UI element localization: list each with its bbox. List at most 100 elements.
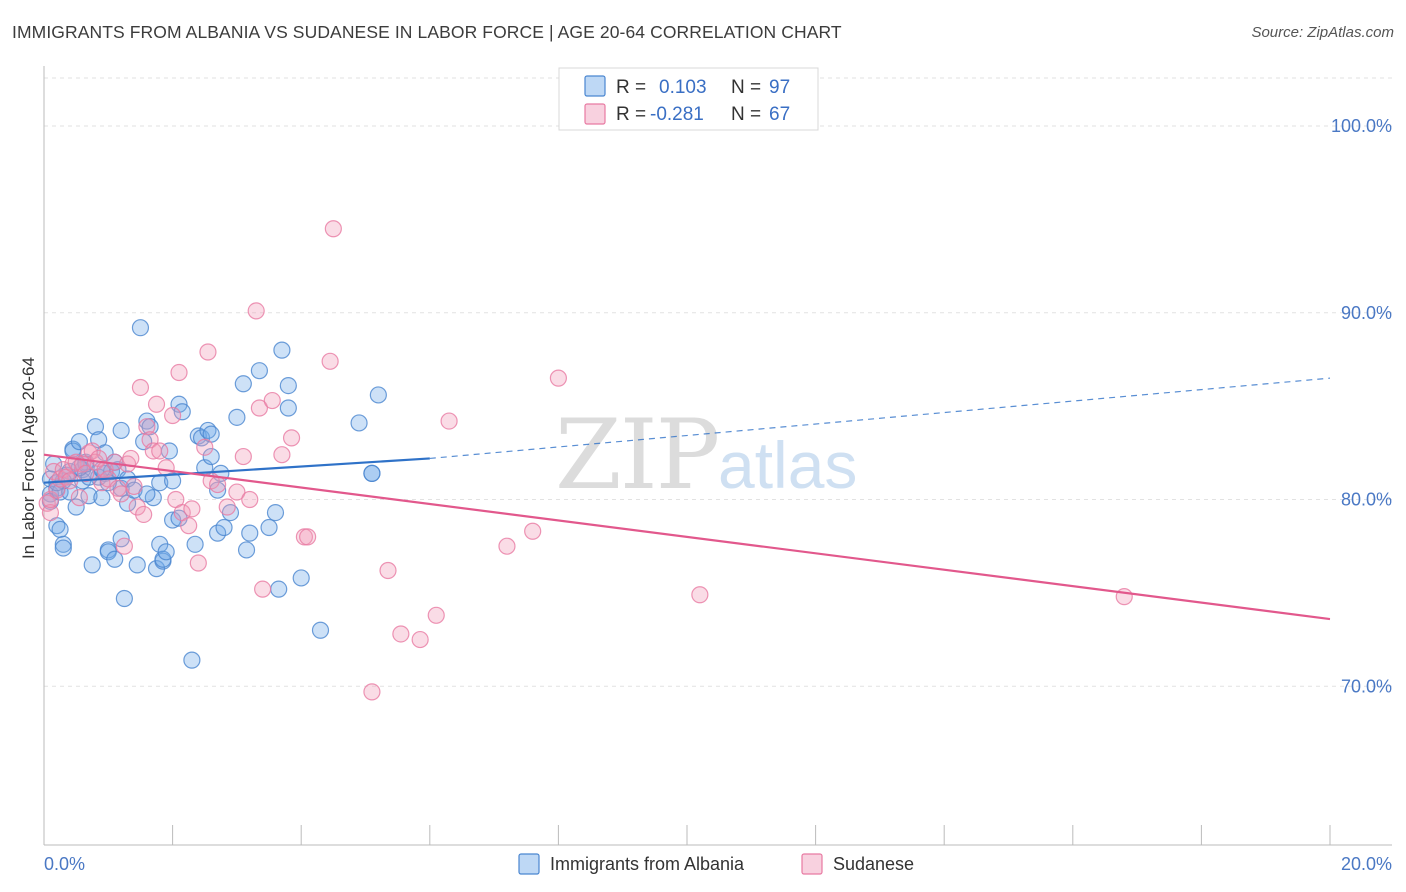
- sudanese-point-33: [144, 442, 162, 460]
- albania-point-21: [86, 418, 105, 436]
- albania-point-39: [128, 556, 146, 574]
- y-tick-label-0: 70.0%: [1341, 676, 1392, 696]
- trend-lines: [43, 377, 1331, 621]
- albania-point-8: [54, 535, 72, 553]
- sudanese-point-68: [691, 586, 709, 604]
- albania-trend-line-extension: [429, 377, 1331, 460]
- chart-source: Source: ZipAtlas.com: [1251, 24, 1394, 41]
- sudanese-point-50: [234, 447, 252, 466]
- sudanese-point-61: [392, 625, 410, 643]
- sudanese-point-72: [321, 352, 339, 370]
- sudanese-point-32: [141, 431, 159, 449]
- x-tick-label-0: 0.0%: [44, 854, 85, 874]
- bottom-legend-label-albania: Immigrants from Albania: [550, 854, 745, 874]
- sudanese-point-24: [115, 537, 133, 555]
- albania-point-73: [250, 362, 269, 380]
- sudanese-point-39: [170, 363, 188, 382]
- albania-point-57: [186, 535, 204, 553]
- legend-n-label-2: N =: [731, 104, 761, 125]
- legend-r-value-albania: 0.103: [659, 77, 707, 98]
- data-points: [38, 220, 1133, 701]
- bottom-legend-label-sudanese: Sudanese: [833, 854, 914, 874]
- legend-n-label-1: N =: [731, 77, 761, 98]
- albania-point-7: [51, 520, 69, 538]
- albania-point-71: [237, 541, 256, 559]
- albania-point-63: [202, 447, 220, 466]
- watermark: ZIP atlas: [555, 399, 857, 511]
- y-axis-label: In Labor Force | Age 20-64: [19, 357, 38, 559]
- sudanese-point-60: [379, 561, 397, 580]
- albania-point-81: [311, 621, 330, 639]
- albania-point-14: [67, 498, 85, 516]
- y-tick-label-2: 90.0%: [1341, 303, 1392, 323]
- sudanese-point-37: [164, 406, 182, 425]
- sudanese-point-47: [209, 475, 227, 494]
- sudanese-point-64: [440, 412, 458, 430]
- bottom-legend-swatch-albania: [518, 853, 540, 875]
- sudanese-point-49: [228, 483, 246, 501]
- sudanese-point-31: [138, 418, 156, 436]
- sudanese-point-65: [498, 537, 516, 555]
- albania-point-35: [115, 589, 133, 608]
- albania-point-79: [279, 377, 297, 395]
- chart-title: IMMIGRANTS FROM ALBANIA VS SUDANESE IN L…: [12, 22, 842, 42]
- sudanese-point-42: [183, 500, 201, 518]
- albania-point-85: [369, 386, 387, 404]
- sudanese-point-2: [41, 490, 60, 509]
- y-tick-labels: 70.0% 80.0% 90.0% 100.0%: [1331, 116, 1392, 696]
- albania-point-69: [228, 408, 246, 426]
- legend-r-label-1: R =: [616, 77, 646, 98]
- sudanese-point-66: [524, 522, 542, 540]
- sudanese-point-29: [131, 378, 150, 397]
- sudanese-point-70: [247, 302, 265, 320]
- albania-trend-line: [43, 457, 430, 484]
- bottom-legend: Immigrants from Albania Sudanese: [518, 853, 914, 875]
- sudanese-point-30: [135, 505, 153, 524]
- albania-point-80: [292, 569, 310, 587]
- x-tick-label-1: 20.0%: [1341, 854, 1392, 874]
- albania-point-15: [70, 433, 88, 451]
- x-tick-labels: 0.0% 20.0%: [44, 854, 1392, 874]
- sudanese-point-58: [324, 220, 342, 238]
- albania-point-50: [157, 543, 175, 561]
- albania-point-64: [209, 481, 227, 499]
- sudanese-point-44: [196, 438, 214, 456]
- sudanese-point-52: [250, 399, 269, 417]
- legend-r-value-sudanese: -0.281: [650, 104, 704, 125]
- albania-point-82: [350, 414, 368, 432]
- sudanese-point-62: [411, 630, 429, 649]
- albania-point-68: [221, 503, 240, 522]
- sudanese-point-45: [199, 343, 217, 361]
- sudanese-point-55: [273, 446, 291, 464]
- albania-point-78: [279, 399, 297, 417]
- albania-point-24: [93, 489, 111, 507]
- sudanese-point-71: [299, 528, 317, 546]
- albania-point-72: [241, 524, 259, 542]
- sudanese-point-1: [41, 503, 60, 522]
- sudanese-point-53: [254, 580, 272, 598]
- sudanese-point-56: [282, 429, 301, 447]
- sudanese-point-36: [157, 459, 175, 477]
- bottom-legend-swatch-sudanese: [801, 853, 823, 875]
- albania-point-32: [112, 421, 130, 440]
- sudanese-point-67: [549, 369, 568, 387]
- y-tick-label-1: 80.0%: [1341, 490, 1392, 510]
- watermark-atlas: atlas: [718, 428, 857, 502]
- sudanese-point-23: [112, 485, 130, 503]
- albania-point-40: [131, 319, 150, 337]
- albania-point-75: [266, 503, 285, 522]
- albania-point-42: [138, 412, 156, 430]
- sudanese-point-48: [218, 498, 236, 516]
- sudanese-point-35: [151, 442, 169, 460]
- albania-point-70: [234, 375, 252, 393]
- legend-r-label-2: R =: [616, 104, 646, 125]
- y-tick-label-3: 100.0%: [1331, 116, 1392, 136]
- albania-point-77: [273, 341, 291, 359]
- albania-point-84: [363, 464, 381, 482]
- sudanese-trend-line: [43, 453, 1331, 621]
- sudanese-point-41: [180, 517, 198, 535]
- albania-point-67: [215, 518, 233, 537]
- sudanese-point-63: [427, 606, 445, 624]
- albania-point-30: [106, 550, 124, 568]
- albania-point-74: [260, 518, 278, 537]
